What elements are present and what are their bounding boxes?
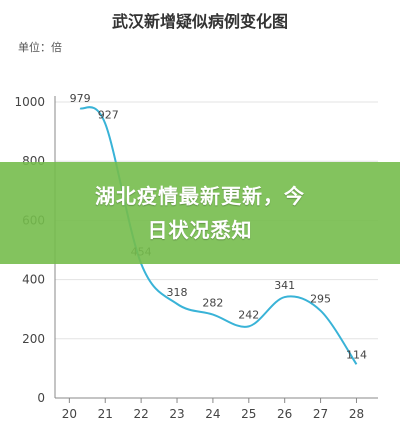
x-tick-label: 22 xyxy=(133,407,148,421)
chart-title: 武汉新增疑似病例变化图 xyxy=(111,12,288,31)
data-label: 282 xyxy=(202,297,223,310)
x-tick-label: 21 xyxy=(98,407,113,421)
y-tick-label: 200 xyxy=(22,332,45,346)
x-tick-label: 24 xyxy=(205,407,220,421)
data-label: 114 xyxy=(346,348,367,361)
series-group xyxy=(79,106,358,365)
banner-line-2: 日状况悉知 xyxy=(147,218,253,242)
unit-label: 单位：倍 xyxy=(18,41,62,54)
banner-line-1: 湖北疫情最新更新，今 xyxy=(95,184,305,208)
data-label: 242 xyxy=(238,308,259,321)
data-label: 295 xyxy=(310,293,331,306)
y-tick-label: 1000 xyxy=(14,95,45,109)
data-label: 318 xyxy=(167,286,188,299)
data-label: 979 xyxy=(70,92,91,105)
x-tick-label: 26 xyxy=(277,407,292,421)
data-label: 927 xyxy=(98,109,119,122)
x-tick-label: 25 xyxy=(241,407,256,421)
headline-banner[interactable]: 湖北疫情最新更新，今 日状况悉知 xyxy=(0,162,400,264)
y-tick-label: 0 xyxy=(37,391,45,405)
data-label: 341 xyxy=(274,279,295,292)
x-tick-label: 23 xyxy=(169,407,184,421)
series-line xyxy=(79,106,358,365)
x-tick-label: 20 xyxy=(62,407,77,421)
x-tick-label: 27 xyxy=(313,407,328,421)
y-tick-label: 400 xyxy=(22,273,45,287)
x-tick-label: 28 xyxy=(349,407,364,421)
